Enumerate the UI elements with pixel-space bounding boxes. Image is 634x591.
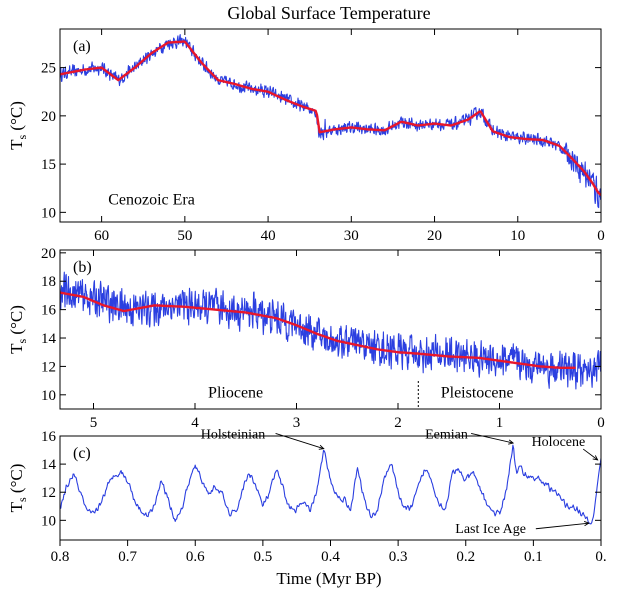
x-tick-label: 2 — [394, 415, 402, 431]
annotation-arrow — [275, 433, 324, 450]
y-axis-label: Ts (°C) — [7, 101, 29, 150]
x-tick-label: 0.4 — [321, 549, 340, 565]
annotation-holsteinian: Holsteinian — [201, 427, 266, 442]
y-tick-label: 16 — [41, 303, 57, 319]
annotation-holocene: Holocene — [532, 435, 586, 450]
annotation-arrowhead — [508, 439, 515, 445]
annotation-arrow — [471, 432, 514, 444]
plot-frame — [59, 249, 602, 410]
panel-a-cenozoic: 60 50 40 30 20 10 0 10 15 20 25 (a) Ts (°C) Cenozoic … — [7, 28, 605, 244]
x-tick-label: 30 — [344, 228, 359, 244]
y-tick-label: 18 — [41, 274, 56, 290]
y-tick-label: 15 — [41, 157, 56, 173]
x-tick-label: 0.6 — [186, 549, 205, 565]
x-tick-label: 0.5 — [254, 549, 273, 565]
y-axis-label: Ts (°C) — [7, 464, 29, 513]
raw-temperature-series-b — [60, 271, 601, 390]
y-tick-label: 25 — [41, 61, 56, 77]
y-tick-label: 10 — [41, 205, 56, 221]
raw-temperature-series-c — [60, 444, 601, 525]
y-tick-label: 20 — [41, 246, 56, 262]
y-tick-label: 12 — [41, 485, 56, 501]
x-tick-label: 3 — [293, 415, 301, 431]
x-tick-label: 0.3 — [389, 549, 408, 565]
x-tick-label: 40 — [261, 228, 276, 244]
y-tick-label: 10 — [41, 513, 56, 529]
x-tick-label: 4 — [191, 415, 199, 431]
x-tick-label: 0. — [595, 549, 606, 565]
smoothed-temperature-series-a — [60, 40, 601, 196]
y-tick-label: 14 — [41, 457, 57, 473]
raw-temperature-series-a — [60, 34, 601, 209]
x-tick-label: 5 — [90, 415, 98, 431]
y-axis-label: Ts (°C) — [7, 305, 29, 354]
smoothed-temperature-series-b — [60, 291, 576, 369]
panel-label: (a) — [73, 38, 91, 55]
x-tick-label: 0.1 — [524, 549, 543, 565]
panel-c-last-800kyr: 0.8 0.7 0.6 0.5 0.4 0.3 0.2 0.1 0. 10 12 14 16 (c) Ts … — [7, 427, 607, 565]
x-tick-label: 0.7 — [118, 549, 137, 565]
x-tick-label: 50 — [177, 228, 192, 244]
annotation-cenozoic-era: Cenozoic Era — [108, 192, 195, 209]
y-tick-label: 14 — [41, 331, 57, 347]
annotation-arrow — [582, 448, 598, 461]
annotation-arrow — [535, 522, 589, 530]
y-tick-label: 16 — [41, 429, 57, 445]
x-tick-label: 0 — [597, 228, 605, 244]
x-tick-label: 1 — [496, 415, 504, 431]
annotation-arrowhead — [318, 444, 325, 450]
annotation-eemian: Eemian — [425, 427, 468, 442]
annotation-last-ice-age: Last Ice Age — [455, 522, 526, 537]
x-axis-label: Time (Myr BP) — [276, 569, 381, 588]
panel-label: (b) — [73, 259, 92, 276]
figure-title: Global Surface Temperature — [227, 3, 430, 23]
annotation-pliocene: Pliocene — [208, 385, 263, 402]
x-tick-label: 10 — [510, 228, 525, 244]
y-tick-label: 10 — [41, 388, 56, 404]
x-tick-label: 0.2 — [456, 549, 475, 565]
y-tick-label: 12 — [41, 359, 56, 375]
annotation-arrowhead — [583, 521, 590, 527]
x-tick-label: 20 — [427, 228, 442, 244]
x-tick-label: 0.8 — [51, 549, 70, 565]
x-tick-label: 60 — [94, 228, 109, 244]
y-tick-label: 20 — [41, 109, 56, 125]
x-tick-label: 0 — [597, 415, 605, 431]
panel-label: (c) — [73, 445, 91, 462]
annotation-arrowhead — [592, 455, 599, 461]
plot-frame — [59, 28, 602, 223]
annotation-pleistocene: Pleistocene — [441, 385, 514, 402]
